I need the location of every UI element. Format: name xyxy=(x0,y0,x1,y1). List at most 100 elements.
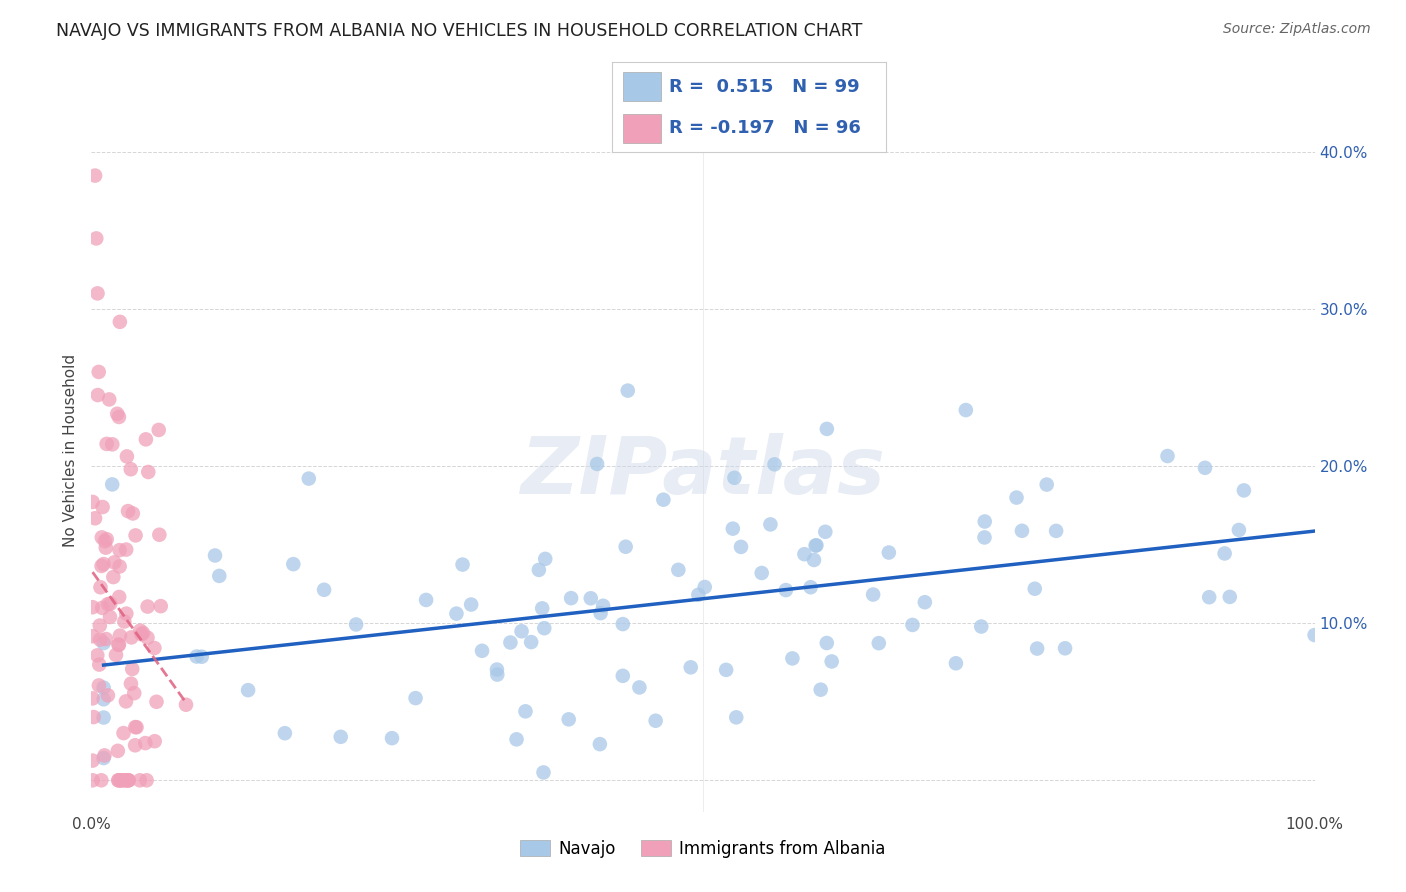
Point xyxy=(129,624,152,638)
Point xyxy=(108,559,131,574)
Point xyxy=(589,737,612,751)
Point xyxy=(108,638,131,652)
Point xyxy=(586,457,609,471)
Point xyxy=(589,606,612,620)
Point xyxy=(107,744,129,758)
Point xyxy=(93,692,115,706)
Point xyxy=(1035,477,1057,491)
Point xyxy=(973,531,995,545)
Point xyxy=(98,597,121,611)
Point xyxy=(485,663,508,677)
Point xyxy=(1026,641,1049,656)
Point xyxy=(124,720,146,734)
Point xyxy=(803,553,825,567)
Point xyxy=(93,751,115,765)
Point xyxy=(405,691,427,706)
Point xyxy=(533,621,555,635)
Point xyxy=(82,629,104,643)
Point xyxy=(134,736,156,750)
Point xyxy=(381,731,404,746)
Point xyxy=(1024,582,1046,596)
Point xyxy=(120,462,142,476)
Point xyxy=(515,704,537,718)
Point xyxy=(96,437,118,451)
Point xyxy=(84,169,107,183)
Point xyxy=(94,541,117,555)
Point xyxy=(111,773,134,788)
FancyBboxPatch shape xyxy=(623,72,661,101)
Point xyxy=(534,552,557,566)
Point xyxy=(1219,590,1241,604)
Text: NAVAJO VS IMMIGRANTS FROM ALBANIA NO VEHICLES IN HOUSEHOLD CORRELATION CHART: NAVAJO VS IMMIGRANTS FROM ALBANIA NO VEH… xyxy=(56,22,863,40)
Point xyxy=(186,649,208,664)
Point xyxy=(862,588,884,602)
Point xyxy=(120,631,142,645)
Point xyxy=(89,657,111,672)
Point xyxy=(652,492,675,507)
Point xyxy=(89,618,111,632)
Point xyxy=(471,644,494,658)
Point xyxy=(93,636,115,650)
Point xyxy=(810,682,832,697)
Point xyxy=(505,732,527,747)
Point xyxy=(527,563,550,577)
Point xyxy=(486,667,509,681)
Point xyxy=(121,662,143,676)
Point xyxy=(84,231,107,245)
Point xyxy=(108,315,131,329)
Point xyxy=(725,710,748,724)
Point xyxy=(679,660,702,674)
Point xyxy=(1227,523,1250,537)
Point xyxy=(612,617,634,632)
Point xyxy=(124,739,146,753)
Point xyxy=(108,409,131,424)
Point xyxy=(108,590,131,604)
Point xyxy=(793,547,815,561)
Point xyxy=(128,773,150,788)
Point xyxy=(86,648,108,663)
Point xyxy=(415,593,437,607)
Point xyxy=(131,627,153,641)
Point xyxy=(108,629,131,643)
Point xyxy=(666,563,689,577)
Point xyxy=(208,569,231,583)
Point xyxy=(108,543,131,558)
Point xyxy=(821,655,844,669)
Point xyxy=(806,538,828,552)
Point xyxy=(446,607,468,621)
Point xyxy=(93,748,115,763)
Point xyxy=(107,638,129,652)
Point xyxy=(115,694,138,708)
Point xyxy=(236,683,259,698)
Point xyxy=(89,632,111,647)
Point xyxy=(751,566,773,580)
Point xyxy=(274,726,297,740)
Legend: Navajo, Immigrants from Albania: Navajo, Immigrants from Albania xyxy=(513,833,893,865)
Point xyxy=(136,631,159,645)
Point xyxy=(815,636,838,650)
Point xyxy=(94,632,117,646)
Point xyxy=(90,530,112,544)
Point xyxy=(121,507,143,521)
Point xyxy=(1213,546,1236,560)
Point xyxy=(344,617,367,632)
Point xyxy=(877,545,900,559)
Point xyxy=(114,773,136,788)
Point xyxy=(91,500,114,514)
Point xyxy=(105,407,128,421)
FancyBboxPatch shape xyxy=(623,114,661,143)
Point xyxy=(101,477,124,491)
Point xyxy=(115,450,138,464)
Point xyxy=(125,720,148,734)
Point xyxy=(557,712,579,726)
Point xyxy=(730,540,752,554)
Point xyxy=(93,710,115,724)
Point xyxy=(148,423,170,437)
Point xyxy=(87,388,110,402)
Point xyxy=(533,765,555,780)
Point xyxy=(693,580,716,594)
Point xyxy=(520,635,543,649)
Point xyxy=(560,591,582,606)
Point xyxy=(82,691,104,706)
Point xyxy=(579,591,602,606)
